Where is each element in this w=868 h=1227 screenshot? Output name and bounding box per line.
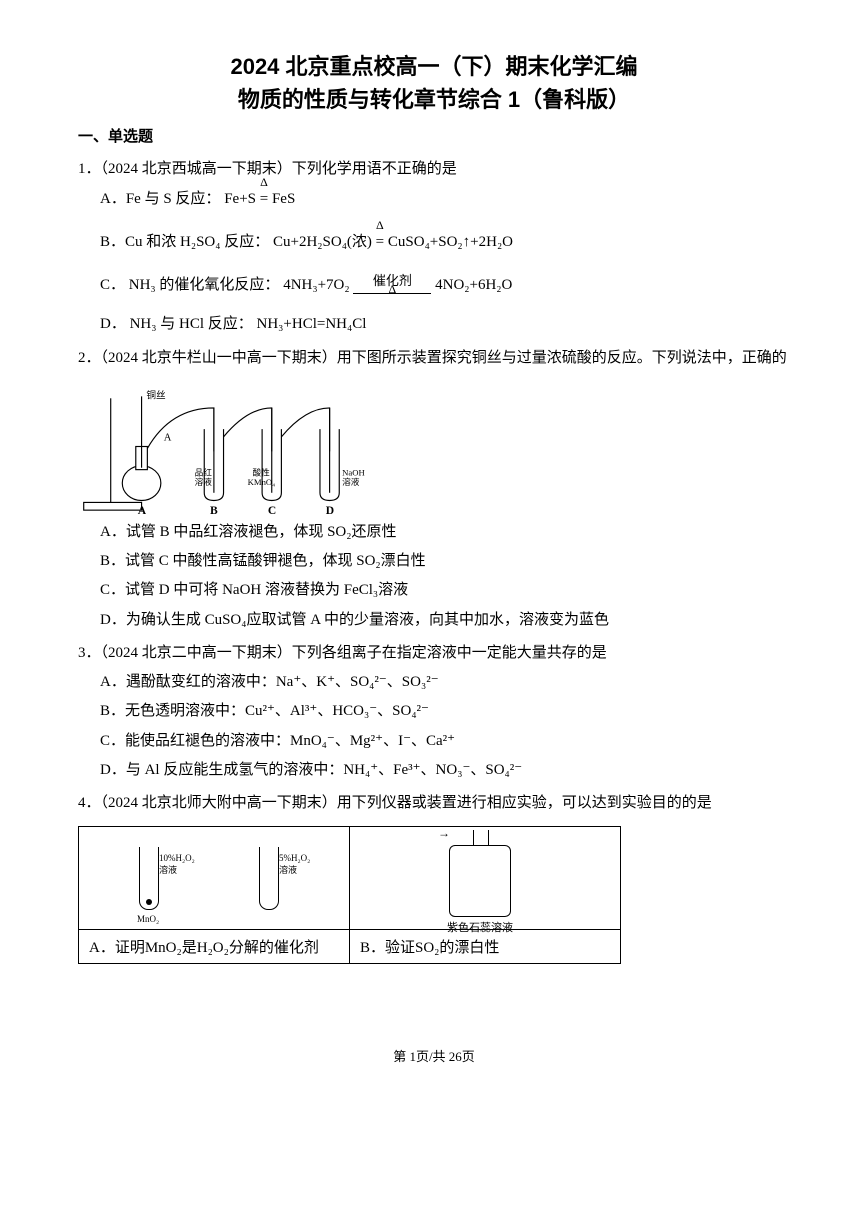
lbl-a: A <box>138 504 147 514</box>
q3-opt-d: D．与 Al 反应能生成氢气的溶液中：NH₄⁺、Fe³⁺、NO₃⁻、SO₄²⁻ <box>78 756 790 785</box>
apparatus-diagram: .ln{stroke:#000;stroke-width:1.2;fill:no… <box>78 379 398 514</box>
q1d-r: NH₃ <box>130 316 157 332</box>
q1a-pre: A．Fe 与 S 反应： <box>100 191 220 207</box>
gas-bottle-icon: → <box>449 845 511 917</box>
q1a-eq: Fe+S <box>224 191 256 207</box>
q4-cell-a-img: 10%H₂O₂ 溶液 MnO₂ 5%H₂O₂ 溶液 <box>89 833 329 923</box>
page-footer: 第 1页/共 26页 <box>78 1044 790 1069</box>
lbl-c-sol2: KMnO₄ <box>248 477 276 487</box>
mno2-dot-icon <box>146 899 152 905</box>
q1-opt-b: B．Cu 和浓 H₂SO₄ 反应： Cu+2H₂SO₄(浓) = CuSO₄+S… <box>78 228 790 257</box>
q1b-eq: Cu+2H₂SO₄(浓) <box>273 234 372 250</box>
q2-opt-a: A．试管 B 中品红溶液褪色，体现 SO₂还原性 <box>78 518 790 547</box>
q4-stem: 4．（2024 北京北师大附中高一下期末）用下列仪器或装置进行相应实验，可以达到… <box>78 789 790 818</box>
lbl-b: B <box>210 504 218 514</box>
q1-opt-d: D． NH₃ 与 HCl 反应： NH₃+HCl=NH₄Cl <box>78 310 790 339</box>
q1c-r: NH₃ <box>129 277 156 293</box>
lbl-d: D <box>326 504 334 514</box>
q3-opt-c: C．能使品红褪色的溶液中：MnO₄⁻、Mg²⁺、I⁻、Ca²⁺ <box>78 727 790 756</box>
q1b-pre: B．Cu 和浓 <box>100 234 176 250</box>
lbl-litmus: 紫色石蕊溶液 <box>439 919 521 935</box>
lbl-c-sol: 酸性 <box>252 466 270 477</box>
test-tube-icon <box>139 847 159 910</box>
lbl-d-sol: NaOH <box>342 467 365 477</box>
doc-title: 2024 北京重点校高一（下）期末化学汇编 <box>78 50 790 83</box>
q3-stem: 3．（2024 北京二中高一下期末）下列各组离子在指定溶液中一定能大量共存的是 <box>78 639 790 668</box>
q1d-mid: 与 HCl 反应： <box>160 316 253 332</box>
q1c-eq: 4NH₃+7O₂ <box>283 277 349 293</box>
q1d-eq: NH₃+HCl=NH₄Cl <box>257 316 367 332</box>
q2-opt-c: C．试管 D 中可将 NaOH 溶液替换为 FeCl₃溶液 <box>78 576 790 605</box>
q1-opt-a: A．Fe 与 S 反应： Fe+S = FeS <box>78 185 790 214</box>
q4-row-a: A．证明MnO₂是H₂O₂分解的催化剂 <box>79 930 350 964</box>
cat-bot: Δ <box>353 278 431 301</box>
lbl-10pct: 10%H₂O₂ 溶液 <box>159 853 195 876</box>
q2-opt-d: D．为确认生成 CuSO₄应取试管 A 中的少量溶液，向其中加水，溶液变为蓝色 <box>78 606 790 635</box>
arrow-in-icon: → <box>438 826 450 841</box>
lbl-copper: 铜丝 <box>146 389 166 401</box>
q3-opt-a: A．遇酚酞变红的溶液中：Na⁺、K⁺、SO₄²⁻、SO₃²⁻ <box>78 668 790 697</box>
lbl-c: C <box>268 504 276 514</box>
lbl-a-top: A <box>164 433 172 444</box>
q4-table: 10%H₂O₂ 溶液 MnO₂ 5%H₂O₂ 溶液 → <box>78 826 621 964</box>
q2-stem: 2．（2024 北京牛栏山一中高一下期末）用下图所示装置探究铜丝与过量浓硫酸的反… <box>78 344 790 373</box>
q1-stem: 1．（2024 北京西城高一下期末）下列化学用语不正确的是 <box>78 155 790 184</box>
q1b-mid: 反应： <box>224 234 269 250</box>
q1-opt-c: C． NH₃ 的催化氧化反应： 4NH₃+7O₂ 催化剂 Δ 4NO₂+6H₂O <box>78 271 790 300</box>
q1d-pre: D． <box>100 316 126 332</box>
q1c-prod: 4NO₂+6H₂O <box>435 277 512 293</box>
q1b-r: H₂SO₄ <box>180 234 220 250</box>
delta-icon: = <box>260 185 268 214</box>
lbl-b-sol: 品红 <box>195 466 213 477</box>
lbl-5pct: 5%H₂O₂ 溶液 <box>279 853 310 876</box>
q1a-prod: FeS <box>272 191 295 207</box>
q1c-mid: 的催化氧化反应： <box>159 277 279 293</box>
doc-subtitle: 物质的性质与转化章节综合 1（鲁科版） <box>78 83 790 116</box>
section-heading: 一、单选题 <box>78 122 790 151</box>
q2-opt-b: B．试管 C 中酸性高锰酸钾褪色，体现 SO₂漂白性 <box>78 547 790 576</box>
bottle-neck-icon <box>473 830 489 846</box>
lbl-mno2: MnO₂ <box>137 914 159 924</box>
q1c-pre: C． <box>100 277 125 293</box>
lbl-d-sol2: 溶液 <box>342 476 360 487</box>
q1b-prod: CuSO₄+SO₂↑+2H₂O <box>388 234 513 250</box>
delta-icon: = <box>376 228 384 257</box>
q3-opt-b: B．无色透明溶液中：Cu²⁺、Al³⁺、HCO₃⁻、SO₄²⁻ <box>78 697 790 726</box>
q4-cell-b-img: → 紫色石蕊溶液 <box>360 833 600 923</box>
test-tube-icon <box>259 847 279 910</box>
lbl-b-sol2: 溶液 <box>195 476 213 487</box>
catalyst-arrow-icon: 催化剂 Δ <box>353 274 431 298</box>
